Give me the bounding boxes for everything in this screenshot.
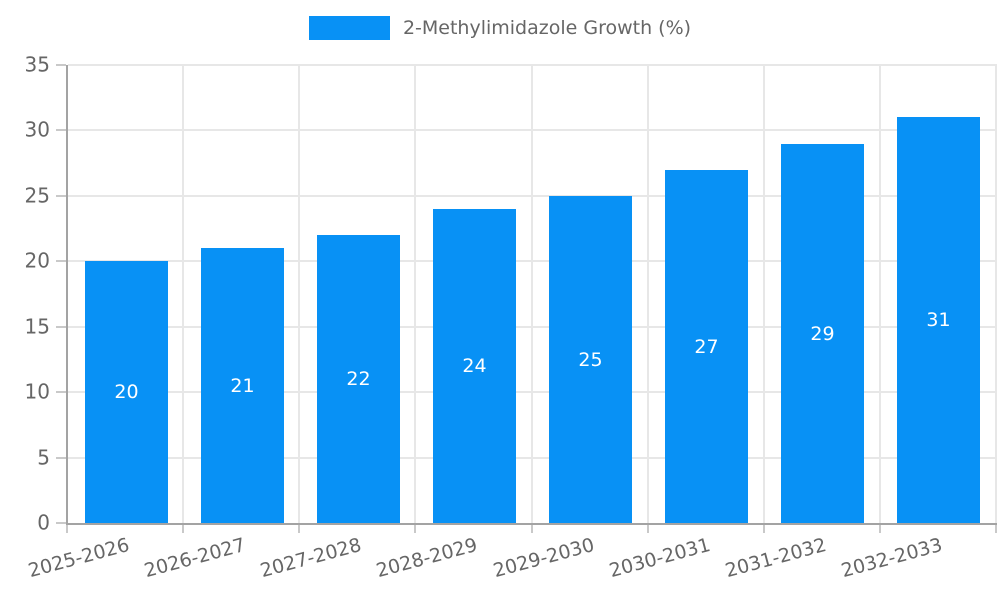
y-tick-mark (56, 260, 66, 263)
legend-swatch (308, 16, 390, 40)
bar-value-label: 21 (230, 374, 255, 397)
y-tick-label: 30 (24, 117, 50, 142)
bar-2031-2032[interactable]: 29 (781, 144, 864, 523)
y-tick-mark (56, 194, 66, 197)
x-tick-mark (298, 525, 300, 533)
bar-2026-2027[interactable]: 21 (201, 248, 284, 523)
plot-area: 20 21 22 24 25 27 29 31 (66, 64, 997, 525)
gridline-vertical (298, 65, 300, 523)
x-tick-mark (414, 525, 416, 533)
legend-label: 2-Methylimidazole Growth (%) (402, 17, 692, 39)
y-tick-mark (56, 64, 66, 66)
bar-2032-2033[interactable]: 31 (897, 117, 980, 523)
y-tick-mark (56, 522, 66, 524)
y-tick-label: 35 (24, 52, 50, 77)
bar-value-label: 24 (462, 355, 487, 377)
y-tick-label: 5 (37, 445, 50, 470)
bar-value-label: 25 (578, 348, 603, 371)
gridline-vertical (531, 65, 533, 523)
y-tick-label: 0 (37, 510, 50, 535)
x-tick-mark (763, 525, 765, 533)
y-tick-label: 20 (24, 248, 50, 273)
bar-value-label: 22 (346, 368, 371, 390)
x-tick-mark (182, 525, 184, 533)
x-tick-mark (879, 525, 881, 533)
bar-2028-2029[interactable]: 24 (433, 209, 516, 523)
gridline-vertical (763, 65, 765, 523)
y-tick-label: 25 (24, 183, 50, 208)
gridline-vertical (879, 65, 881, 523)
gridline-vertical (414, 65, 416, 523)
gridline-vertical (647, 65, 649, 523)
x-tick-mark (66, 525, 68, 533)
x-tick-mark (647, 525, 649, 533)
x-tick-mark (995, 525, 997, 533)
bar-value-label: 27 (694, 335, 719, 358)
y-tick-mark (56, 325, 66, 328)
bar-value-label: 29 (810, 322, 835, 345)
bar-2025-2026[interactable]: 20 (85, 261, 168, 523)
legend[interactable]: 2-Methylimidazole Growth (%) (0, 16, 1000, 40)
y-tick-mark (56, 129, 66, 132)
y-tick-label: 10 (24, 379, 50, 404)
bar-2027-2028[interactable]: 22 (317, 235, 400, 523)
bar-2030-2031[interactable]: 27 (665, 170, 748, 523)
gridline-vertical (995, 65, 997, 523)
y-tick-label: 15 (24, 314, 50, 339)
y-tick-mark (56, 391, 66, 394)
y-tick-mark (56, 456, 66, 459)
gridline-vertical (182, 65, 184, 523)
bar-2029-2030[interactable]: 25 (549, 196, 632, 523)
x-tick-mark (531, 525, 533, 533)
bar-value-label: 31 (926, 309, 951, 331)
bar-value-label: 20 (114, 381, 139, 403)
